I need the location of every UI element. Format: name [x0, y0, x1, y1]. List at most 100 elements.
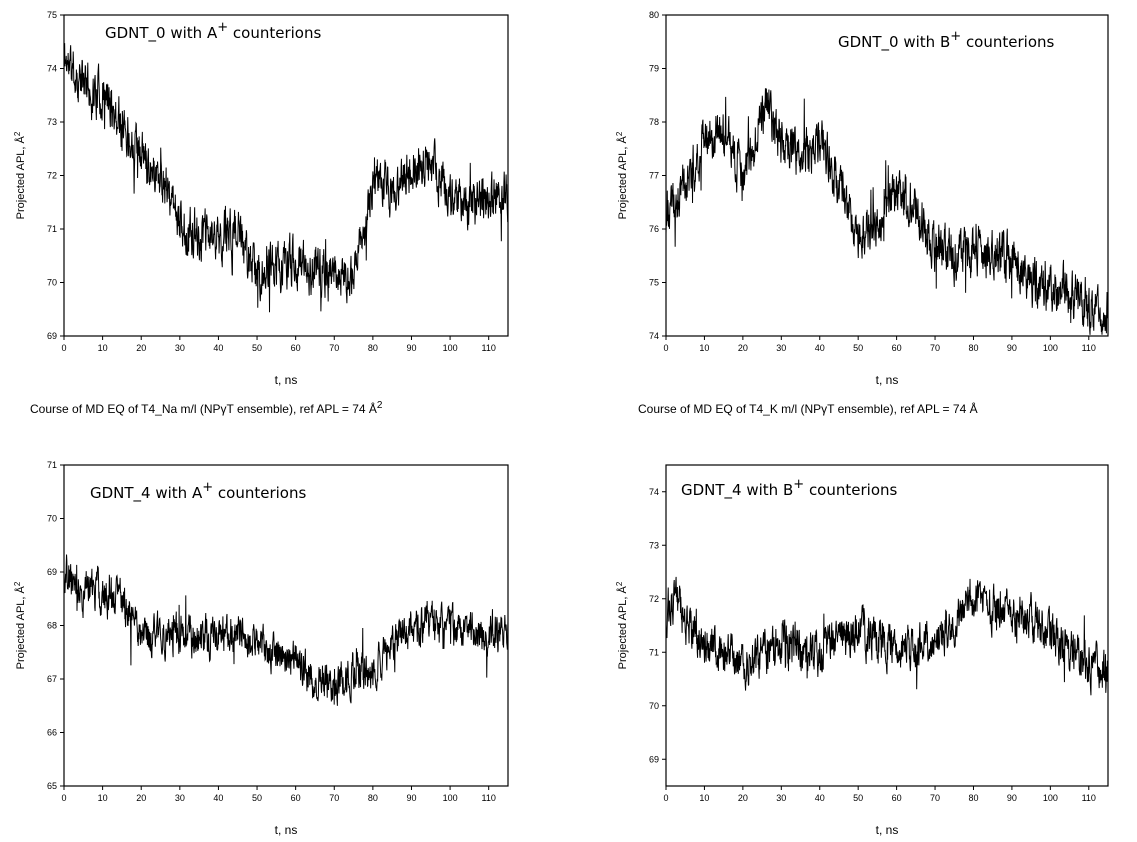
- y-tick-label: 69: [649, 754, 659, 764]
- x-tick-label: 30: [776, 343, 786, 353]
- x-tick-label: 100: [443, 793, 458, 803]
- x-tick-label: 70: [329, 343, 339, 353]
- chart-panel-gdnt0-a: 0 10 20 30 40 50 60 70 80 90 100 110 69 70 71 72 73 74 75 t…: [13, 10, 509, 387]
- x-tick-label: 0: [663, 793, 668, 803]
- y-tick-label: 75: [649, 278, 659, 288]
- x-tick-label: 80: [368, 343, 378, 353]
- x-tick-label: 90: [406, 793, 416, 803]
- y-axis-label: Projected APL, Å2: [13, 131, 27, 219]
- x-tick-label: 10: [98, 343, 108, 353]
- x-tick-label: 40: [213, 343, 223, 353]
- x-axis-label: t, ns: [876, 823, 899, 837]
- plot-frame: [665, 14, 1109, 337]
- chart-panel-gdnt0-b: 0 10 20 30 40 50 60 70 80 90 100 110 74 75 76 77 78 79 80 t…: [615, 10, 1109, 387]
- x-tick-label: 90: [406, 343, 416, 353]
- x-tick-label: 100: [1043, 793, 1058, 803]
- x-tick-label: 100: [443, 343, 458, 353]
- panel-annotation: GDNT_0 with A+ counterions: [105, 20, 321, 43]
- x-tick-label: 20: [136, 343, 146, 353]
- y-tick-label: 70: [47, 278, 57, 288]
- x-tick-label: 70: [930, 343, 940, 353]
- x-tick-label: 0: [663, 343, 668, 353]
- x-tick-label: 110: [482, 343, 496, 353]
- x-tick-label: 90: [1007, 343, 1017, 353]
- x-tick-label: 0: [61, 793, 66, 803]
- x-tick-label: 20: [136, 793, 146, 803]
- apl-trace-line: [666, 576, 1108, 696]
- y-tick-label: 73: [649, 540, 659, 550]
- x-tick-label: 30: [776, 793, 786, 803]
- x-tick-label: 20: [738, 343, 748, 353]
- y-tick-label: 80: [649, 10, 659, 20]
- y-tick-label: 67: [47, 674, 57, 684]
- panel-annotation: GDNT_4 with A+ counterions: [90, 480, 306, 503]
- x-tick-label: 40: [213, 793, 223, 803]
- y-axis-label: Projected APL, Å2: [13, 581, 27, 669]
- panel-annotation: GDNT_4 with B+ counterions: [681, 477, 898, 500]
- y-axis-label: Projected APL, Å2: [615, 131, 629, 219]
- y-tick-label: 70: [47, 514, 57, 524]
- x-tick-label: 60: [892, 343, 902, 353]
- y-tick-label: 72: [47, 171, 57, 181]
- x-tick-label: 70: [930, 793, 940, 803]
- x-tick-label: 70: [329, 793, 339, 803]
- y-axis-label: Projected APL, Å2: [615, 581, 629, 669]
- y-tick-label: 72: [649, 594, 659, 604]
- chart-panel-gdnt4-b: 0 10 20 30 40 50 60 70 80 90 100 110 69 70 71 72 73 74 t, …: [615, 464, 1109, 837]
- y-tick-label: 71: [649, 647, 659, 657]
- y-tick-label: 69: [47, 331, 57, 341]
- x-tick-label: 0: [61, 343, 66, 353]
- x-tick-label: 90: [1007, 793, 1017, 803]
- x-axis-label: t, ns: [275, 373, 298, 387]
- caption-left: Course of MD EQ of T4_Na m/l (NPγT ensem…: [30, 400, 383, 416]
- apl-trace-line: [64, 43, 508, 313]
- y-tick-label: 79: [649, 64, 659, 74]
- apl-trace-line: [666, 88, 1108, 335]
- x-tick-label: 100: [1043, 343, 1058, 353]
- x-tick-label: 10: [699, 793, 709, 803]
- x-tick-label: 110: [482, 793, 496, 803]
- x-tick-label: 10: [699, 343, 709, 353]
- y-tick-label: 74: [47, 64, 57, 74]
- y-tick-label: 74: [649, 331, 659, 341]
- y-tick-label: 76: [649, 224, 659, 234]
- plot-frame: [665, 464, 1109, 787]
- x-tick-label: 80: [968, 343, 978, 353]
- x-tick-label: 60: [892, 793, 902, 803]
- panel-annotation: GDNT_0 with B+ counterions: [838, 29, 1055, 52]
- y-tick-label: 75: [47, 10, 57, 20]
- x-tick-label: 30: [175, 793, 185, 803]
- x-tick-label: 80: [968, 793, 978, 803]
- x-axis-label: t, ns: [275, 823, 298, 837]
- y-tick-label: 66: [47, 728, 57, 738]
- y-tick-label: 65: [47, 781, 57, 791]
- y-tick-label: 78: [649, 117, 659, 127]
- x-tick-label: 50: [853, 793, 863, 803]
- caption-right: Course of MD EQ of T4_K m/l (NPγT ensemb…: [638, 401, 978, 416]
- y-tick-label: 71: [47, 224, 57, 234]
- chart-panel-gdnt4-a: 0 10 20 30 40 50 60 70 80 90 100 110 65 66 67 68 69 70 71 t…: [13, 460, 509, 837]
- x-axis-label: t, ns: [876, 373, 899, 387]
- x-tick-label: 50: [252, 793, 262, 803]
- y-tick-label: 73: [47, 117, 57, 127]
- y-tick-label: 77: [649, 171, 659, 181]
- y-tick-label: 68: [47, 621, 57, 631]
- y-tick-label: 71: [47, 460, 57, 470]
- x-tick-label: 30: [175, 343, 185, 353]
- y-tick-label: 69: [47, 567, 57, 577]
- x-tick-label: 20: [738, 793, 748, 803]
- x-tick-label: 50: [853, 343, 863, 353]
- y-tick-label: 70: [649, 701, 659, 711]
- apl-trace-line: [64, 554, 508, 706]
- x-tick-label: 60: [291, 343, 301, 353]
- x-tick-label: 50: [252, 343, 262, 353]
- x-tick-label: 110: [1082, 793, 1096, 803]
- x-tick-label: 40: [815, 793, 825, 803]
- x-tick-label: 60: [291, 793, 301, 803]
- x-tick-label: 10: [98, 793, 108, 803]
- x-tick-label: 80: [368, 793, 378, 803]
- x-tick-label: 40: [815, 343, 825, 353]
- y-tick-label: 74: [649, 487, 659, 497]
- x-tick-label: 110: [1082, 343, 1096, 353]
